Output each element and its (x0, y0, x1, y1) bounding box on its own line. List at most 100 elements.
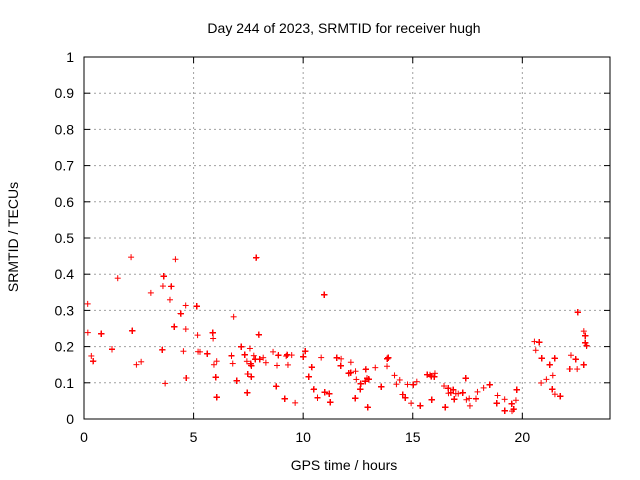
data-point (162, 380, 169, 387)
data-point (538, 355, 545, 362)
data-point (582, 339, 589, 346)
data-point (531, 338, 538, 345)
data-point (408, 400, 415, 407)
data-point (318, 354, 325, 361)
data-point (230, 313, 237, 320)
data-point (378, 383, 385, 390)
data-point (549, 386, 556, 393)
data-point (501, 396, 508, 403)
data-point (183, 375, 190, 382)
data-point (333, 354, 340, 361)
data-point (180, 348, 187, 355)
data-point (248, 362, 255, 369)
data-point (128, 254, 135, 261)
data-point (417, 402, 424, 409)
y-tick-label: 0.5 (55, 230, 75, 246)
data-point (580, 361, 587, 368)
data-point (98, 330, 105, 337)
y-tick-label: 0.2 (55, 339, 75, 355)
data-point (275, 352, 282, 359)
data-point (238, 343, 245, 350)
data-point (391, 372, 398, 379)
data-point (404, 381, 411, 388)
data-point (246, 345, 253, 352)
data-point (493, 400, 500, 407)
data-point (228, 352, 235, 359)
data-point (326, 390, 333, 397)
data-point (372, 364, 379, 371)
data-point (147, 289, 154, 296)
data-point (182, 326, 189, 333)
data-point (314, 394, 321, 401)
data-point (431, 370, 438, 377)
data-point (451, 396, 458, 403)
grid-lines (84, 57, 610, 419)
data-point (510, 406, 517, 413)
data-point (229, 360, 236, 367)
data-point (399, 391, 406, 398)
data-point (362, 378, 369, 385)
data-point (138, 358, 145, 365)
data-point (352, 368, 359, 375)
data-point (428, 396, 435, 403)
data-point (353, 376, 360, 383)
data-point (213, 394, 220, 401)
data-point (583, 342, 590, 349)
data-point (166, 296, 173, 303)
data-point (580, 328, 587, 335)
x-tick-label: 20 (515, 429, 531, 445)
data-point (546, 361, 553, 368)
data-point (114, 275, 121, 282)
data-point (442, 404, 449, 411)
data-point (262, 359, 269, 366)
x-axis-label: GPS time / hours (291, 457, 398, 473)
data-point (327, 399, 334, 406)
data-point (486, 381, 493, 388)
data-point (536, 339, 543, 346)
data-point (300, 353, 307, 360)
data-point (402, 394, 409, 401)
y-tick-label: 0.4 (55, 266, 75, 282)
data-point (410, 381, 417, 388)
data-point (284, 351, 291, 358)
y-tick-label: 0.9 (55, 85, 75, 101)
data-point (243, 358, 250, 365)
data-point (256, 356, 263, 363)
data-point (210, 361, 217, 368)
data-point (172, 256, 179, 263)
data-point (270, 348, 277, 355)
data-point (532, 347, 539, 354)
data-point (159, 346, 166, 353)
data-point (213, 358, 220, 365)
data-point (244, 389, 251, 396)
data-point (574, 366, 581, 373)
data-point (384, 355, 391, 362)
data-point (363, 375, 370, 382)
data-point (204, 350, 211, 357)
data-point (480, 384, 487, 391)
data-point (241, 351, 248, 358)
data-point (292, 399, 299, 406)
data-point (193, 303, 200, 310)
data-point (260, 354, 267, 361)
data-point (474, 388, 481, 395)
axis-ticks (83, 56, 610, 420)
data-point (108, 346, 115, 353)
y-tick-label: 0.7 (55, 158, 75, 174)
data-point (582, 332, 589, 339)
data-point (441, 383, 448, 390)
y-tick-label: 0 (66, 411, 74, 427)
data-point (572, 356, 579, 363)
data-point (352, 395, 359, 402)
data-point (337, 362, 344, 369)
data-point (501, 407, 508, 414)
data-point (466, 395, 473, 402)
data-point (212, 374, 219, 381)
x-tick-labels: 0 5 10 15 20 (80, 429, 530, 445)
data-point (308, 364, 315, 371)
data-point (88, 352, 95, 359)
data-point (566, 365, 573, 372)
data-point (283, 353, 290, 360)
x-tick-label: 0 (80, 429, 88, 445)
